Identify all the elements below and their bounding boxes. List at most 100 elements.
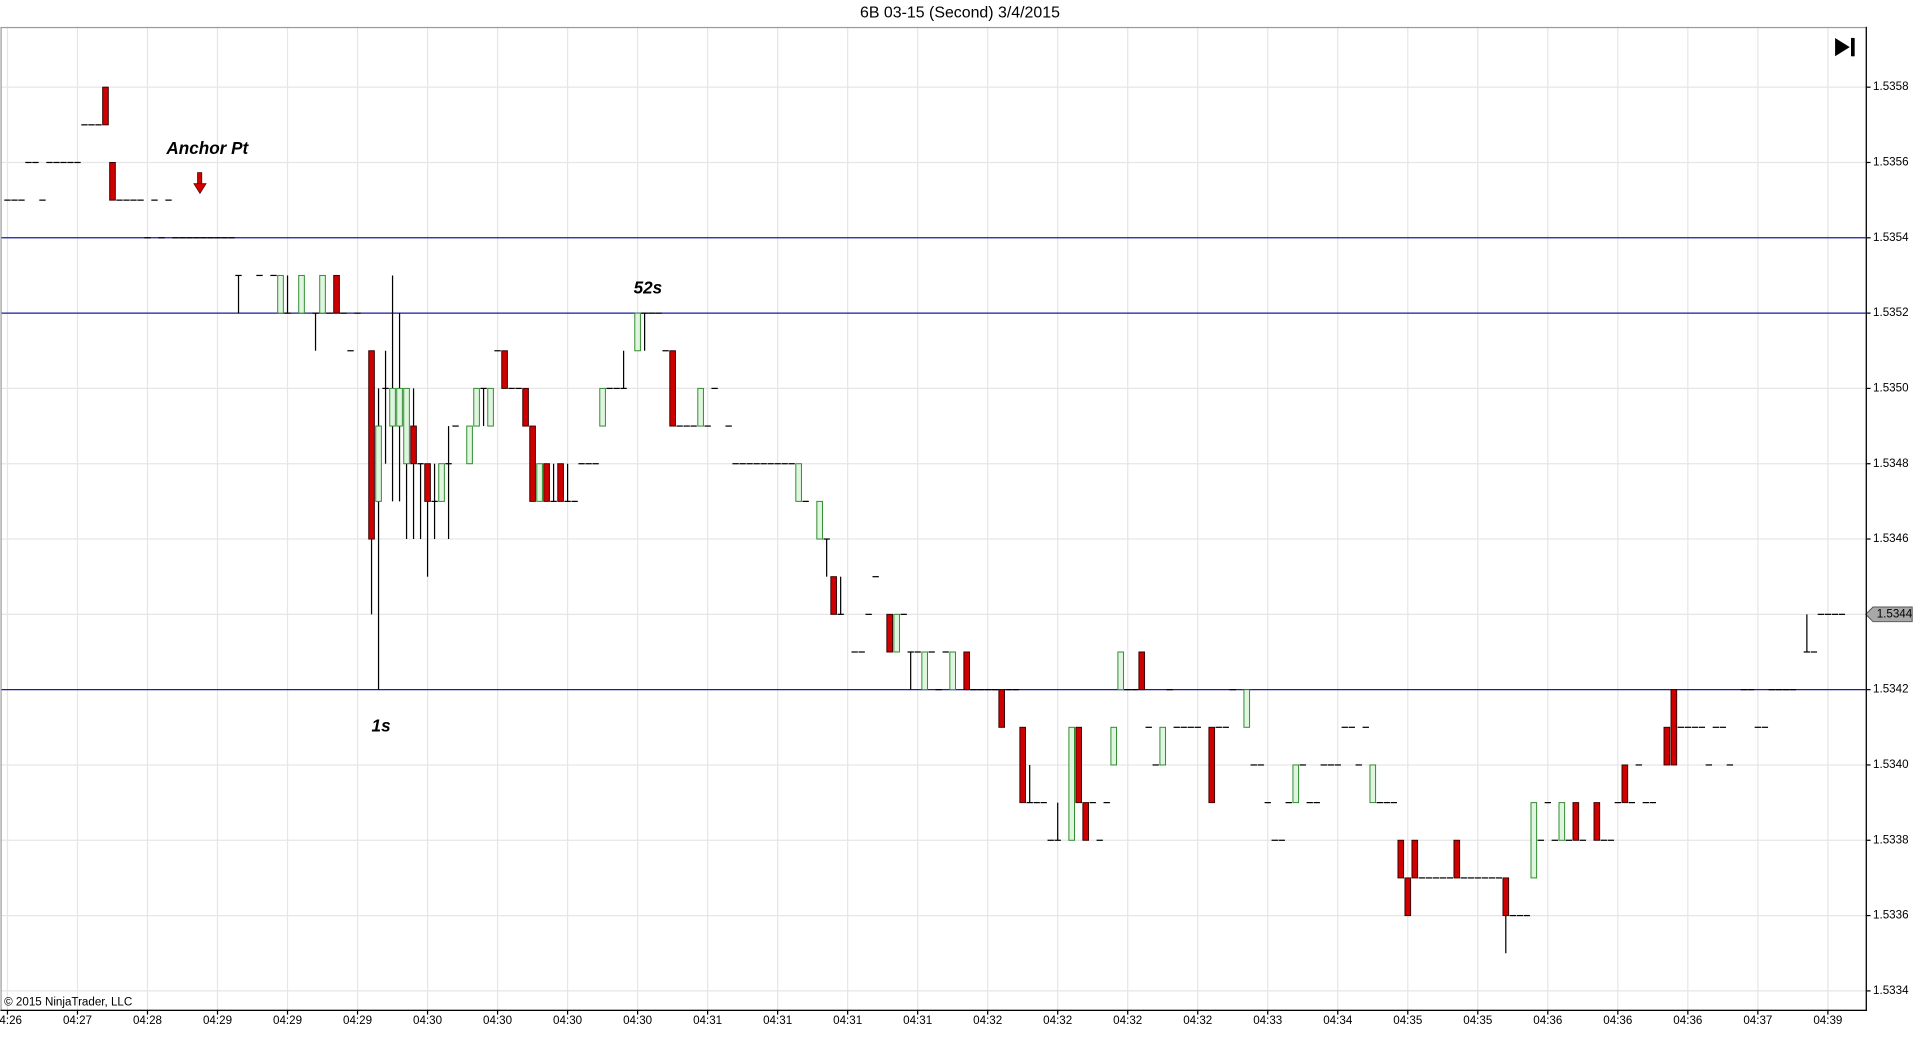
down-candle-body [1572, 802, 1580, 841]
up-candle-body [1068, 726, 1076, 841]
up-candle-body [1369, 764, 1377, 804]
annotation: 1s [372, 716, 391, 736]
x-tick-label: 04:36 [1533, 1014, 1562, 1027]
up-candle-body [795, 463, 802, 502]
jump-to-end-button[interactable] [1835, 37, 1855, 57]
annotation: 52s [634, 277, 663, 297]
up-candle-body [1243, 689, 1251, 728]
down-candle-body [1019, 726, 1026, 804]
down-candle-body [830, 576, 837, 615]
down-candle-body [669, 350, 676, 427]
down-candle-body [998, 689, 1005, 728]
y-tick-label: 1.5348 [1873, 457, 1909, 470]
x-tick-label: 04:31 [693, 1014, 722, 1027]
up-candle-body [277, 274, 284, 314]
down-candle-body [543, 463, 550, 502]
down-candle-body [109, 161, 116, 201]
copyright: © 2015 NinjaTrader, LLC [4, 995, 132, 1008]
up-candle-body [1292, 764, 1300, 804]
x-tick-label: 04:32 [973, 1014, 1002, 1027]
up-candle-body [396, 387, 403, 427]
down-candle-body [1621, 764, 1629, 804]
y-tick-label: 1.5358 [1873, 80, 1909, 93]
x-tick-label: 04:34 [1323, 1014, 1353, 1027]
down-candle-body [1663, 726, 1671, 766]
x-tick-label: 04:32 [1183, 1014, 1212, 1027]
up-candle-body [298, 274, 305, 314]
up-candle-body [319, 274, 326, 314]
arrow-head [193, 183, 207, 195]
down-candle-body [557, 463, 564, 502]
x-tick-label: 04:29 [343, 1014, 372, 1027]
y-tick-label: 1.5356 [1873, 156, 1909, 169]
y-tick-label: 1.5340 [1873, 758, 1909, 771]
down-candle-body [529, 425, 536, 502]
down-candle-body [1670, 689, 1678, 766]
up-candle-body [473, 387, 480, 427]
up-candle-body [697, 387, 704, 427]
down-candle-body [1502, 877, 1510, 917]
down-candle-body [410, 425, 417, 465]
up-candle-body [1110, 726, 1118, 766]
y-tick-label: 1.5338 [1873, 833, 1909, 846]
x-tick-label: 04:37 [1743, 1014, 1772, 1027]
down-candle-body [333, 274, 340, 314]
up-candle-body [389, 387, 396, 427]
up-candle-body [536, 463, 543, 502]
x-tick-label: 04:27 [63, 1014, 92, 1027]
x-tick-label: 04:29 [203, 1014, 232, 1027]
y-tick-label: 1.5346 [1873, 532, 1909, 545]
down-candle-body [424, 463, 431, 502]
up-candle-body [466, 425, 473, 465]
bar-icon[interactable] [1850, 37, 1855, 57]
x-tick-label: 04:30 [553, 1014, 582, 1027]
axes: 1.5334 1.5336 1.5338 1.5340 1.5342 1.5344 1.53… [0, 80, 1913, 1027]
x-tick-label: 04:30 [623, 1014, 652, 1027]
anchor-arrow [193, 172, 207, 195]
x-tick-label: 04:28 [133, 1014, 162, 1027]
up-candle-body [1530, 802, 1538, 879]
up-candle-body [893, 613, 900, 653]
chart-title: 6B 03-15 (Second) 3/4/2015 [860, 5, 1060, 22]
down-candle-body [501, 350, 508, 389]
x-tick-label: 04:32 [1043, 1014, 1072, 1027]
down-candle-body [1082, 802, 1090, 841]
horizontal-lines [0, 237, 1866, 691]
play-icon[interactable] [1835, 37, 1850, 57]
up-candle-body [634, 312, 641, 352]
down-candle-body [102, 86, 109, 126]
down-candle-body [963, 651, 970, 691]
y-tick-label: 1.5336 [1873, 909, 1909, 922]
down-candle-body [1208, 726, 1216, 804]
up-candle-body [375, 425, 382, 502]
up-candle-body [949, 651, 956, 691]
down-candle-body [522, 387, 529, 427]
y-tick-label: 1.5350 [1873, 381, 1909, 394]
down-candle-body [1593, 802, 1601, 841]
y-tick-label: 1.5354 [1873, 231, 1909, 244]
x-tick-label: 04:33 [1253, 1014, 1282, 1027]
up-candle-body [1159, 726, 1167, 766]
down-candle-body [1404, 877, 1412, 917]
x-tick-label: 04:26 [0, 1014, 22, 1027]
x-tick-label: 04:30 [483, 1014, 512, 1027]
down-candle-body [1138, 651, 1146, 691]
down-candle-body [368, 350, 375, 540]
candles [4, 86, 1846, 954]
x-tick-label: 04:36 [1603, 1014, 1632, 1027]
annotation: Anchor Pt [165, 138, 249, 158]
x-tick-label: 04:30 [413, 1014, 442, 1027]
down-candle-body [1075, 726, 1083, 804]
up-candle-body [816, 500, 823, 540]
x-tick-label: 04:31 [903, 1014, 932, 1027]
down-candle-body [886, 613, 893, 653]
last-price-marker [1864, 606, 1913, 623]
up-candle-body [403, 387, 410, 465]
up-candle-body [1558, 802, 1566, 841]
up-candle-body [438, 463, 445, 502]
x-tick-label: 04:36 [1673, 1014, 1702, 1027]
down-candle-body [1411, 839, 1419, 879]
y-tick-label: 1.5334 [1873, 984, 1909, 997]
